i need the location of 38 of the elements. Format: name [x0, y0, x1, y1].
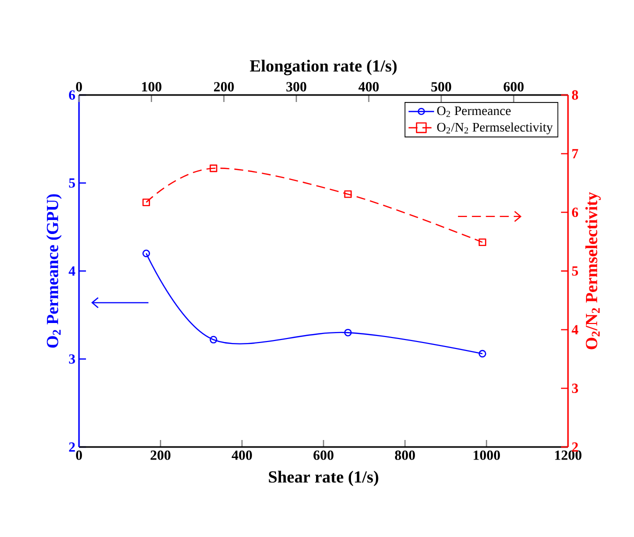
y-tick-label: 6	[68, 90, 76, 100]
legend-label: O$_{2}$ Permeance	[437, 106, 511, 117]
y2-tick-label: 2	[572, 442, 578, 452]
x-axis-title: Shear rate (1/s)	[268, 470, 378, 486]
y2-tick-label: 8	[572, 90, 578, 100]
point	[210, 336, 218, 344]
point	[344, 328, 352, 336]
x2-tick-label: 600	[504, 82, 524, 92]
y2-tick-label: 5	[572, 266, 578, 276]
y2-tick-label: 3	[572, 384, 578, 394]
point	[142, 198, 150, 206]
point	[478, 238, 486, 246]
point	[210, 164, 218, 172]
x-tick-label: 1200	[555, 450, 582, 460]
y-tick-label: 2	[69, 442, 75, 452]
x2-tick-label: 400	[358, 82, 379, 92]
y2-axis-title: O$_{2}$/N$_{2}$ Permselectivity	[585, 192, 601, 350]
x2-tick-label: 200	[214, 82, 234, 92]
x-tick-label: 1000	[474, 450, 500, 460]
x2-tick-label: 500	[431, 82, 452, 92]
y-tick-label: 3	[69, 354, 76, 364]
point	[344, 190, 352, 198]
y2-tick-label: 6	[572, 208, 578, 218]
x-tick-label: 800	[395, 450, 415, 460]
x-tick-label: 600	[314, 450, 334, 460]
x-tick-label: 200	[150, 450, 170, 460]
x2-axis-title: Elongation rate (1/s)	[250, 60, 397, 76]
x-tick-label: 0	[76, 450, 82, 460]
y-tick-label: 5	[69, 178, 75, 188]
x2-tick-label: 100	[142, 82, 162, 92]
y-tick-label: 4	[68, 266, 76, 276]
y2-tick-label: 4	[572, 325, 578, 334]
legend-label: O$_{2}$/N$_{2}$ Permselectivity	[437, 122, 553, 134]
y2-tick-label: 7	[572, 149, 578, 158]
x2-tick-label: 300	[286, 82, 306, 92]
y-axis-title: O$_{2}$ Permeance (GPU)	[46, 194, 62, 348]
x2-tick-label: 0	[76, 82, 82, 92]
x-tick-label: 400	[232, 450, 252, 460]
